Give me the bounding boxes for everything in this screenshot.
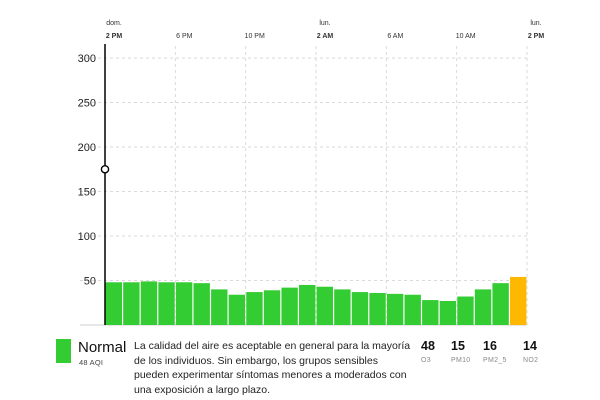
status-color-swatch bbox=[56, 339, 71, 363]
time-axis: dom. 2 PM 6 PM 10 PM lun. 2 AM 6 AM 10 AM lun. 2 … bbox=[106, 20, 545, 40]
y-tick-label: 200 bbox=[78, 142, 96, 154]
status-description: La calidad del aire es aceptable en gene… bbox=[134, 340, 411, 396]
y-tick-label: 150 bbox=[78, 187, 96, 199]
pollutant-name: PM10 bbox=[451, 357, 471, 364]
time-axis-day-label: lun. bbox=[319, 20, 330, 27]
aqi-bar bbox=[211, 289, 228, 325]
y-tick-label: 250 bbox=[78, 98, 96, 110]
aqi-bar bbox=[404, 294, 421, 325]
y-tick-label: 100 bbox=[78, 231, 96, 243]
aqi-chart[interactable]: 50 100 150 200 250 300 dom. 2 PM 6 PM 10 PM lun. 2… bbox=[0, 0, 600, 326]
aqi-bar bbox=[299, 284, 316, 325]
aqi-bar bbox=[158, 282, 175, 325]
aqi-bar bbox=[386, 293, 404, 325]
pollutant-no2: 14 NO2 bbox=[523, 339, 563, 366]
aqi-bar bbox=[351, 292, 369, 325]
aqi-bar bbox=[281, 287, 298, 325]
aqi-bar bbox=[457, 296, 474, 325]
pollutant-pm10: 15 PM10 bbox=[451, 339, 491, 366]
time-axis-day-label: dom. bbox=[106, 20, 122, 27]
pollutant-name: PM2_5 bbox=[483, 357, 507, 364]
aqi-bar bbox=[422, 300, 439, 325]
aqi-bar bbox=[334, 289, 351, 325]
aqi-bar bbox=[263, 290, 281, 325]
aqi-bar bbox=[510, 276, 527, 325]
y-tick-label: 50 bbox=[84, 276, 96, 288]
pollutant-name: O3 bbox=[421, 357, 431, 364]
aqi-bar bbox=[474, 289, 492, 325]
time-axis-label: 6 PM bbox=[176, 33, 193, 40]
pollutant-name: NO2 bbox=[523, 357, 539, 364]
aqi-bar bbox=[492, 283, 509, 325]
time-axis-day-label: lun. bbox=[530, 20, 541, 27]
chart-bars bbox=[105, 276, 527, 325]
pollutant-value: 48 bbox=[421, 339, 435, 353]
pollutant-value: 14 bbox=[523, 339, 537, 353]
time-cursor[interactable] bbox=[100, 44, 110, 325]
aqi-value-label: 48 AQI bbox=[79, 358, 104, 367]
aqi-bar bbox=[316, 286, 333, 325]
status-label: Normal bbox=[78, 339, 127, 356]
pollutant-value: 16 bbox=[483, 339, 497, 353]
aqi-bar bbox=[105, 282, 122, 325]
aqi-bar bbox=[123, 282, 140, 325]
time-axis-label: 2 AM bbox=[317, 33, 334, 40]
time-axis-label: 10 PM bbox=[245, 33, 265, 40]
time-axis-label: 2 PM bbox=[528, 33, 545, 40]
y-tick-label: 300 bbox=[78, 53, 96, 65]
time-axis-label: 2 PM bbox=[106, 33, 123, 40]
time-cursor-handle[interactable] bbox=[100, 164, 110, 174]
pollutant-pm2-5: 16 PM2_5 bbox=[483, 339, 523, 366]
aqi-bar bbox=[175, 282, 193, 325]
aqi-bar bbox=[246, 292, 263, 325]
aqi-bar bbox=[228, 294, 246, 325]
time-axis-label: 10 AM bbox=[456, 33, 476, 40]
aqi-bar bbox=[193, 283, 210, 325]
y-axis-ticks: 50 100 150 200 250 300 bbox=[78, 53, 96, 288]
pollutant-value: 15 bbox=[451, 339, 465, 353]
pollutant-o3: 48 O3 bbox=[421, 339, 461, 366]
time-axis-label: 6 AM bbox=[387, 33, 403, 40]
aqi-bar bbox=[140, 281, 158, 325]
aqi-bar bbox=[439, 300, 457, 325]
aqi-bar bbox=[369, 292, 386, 325]
